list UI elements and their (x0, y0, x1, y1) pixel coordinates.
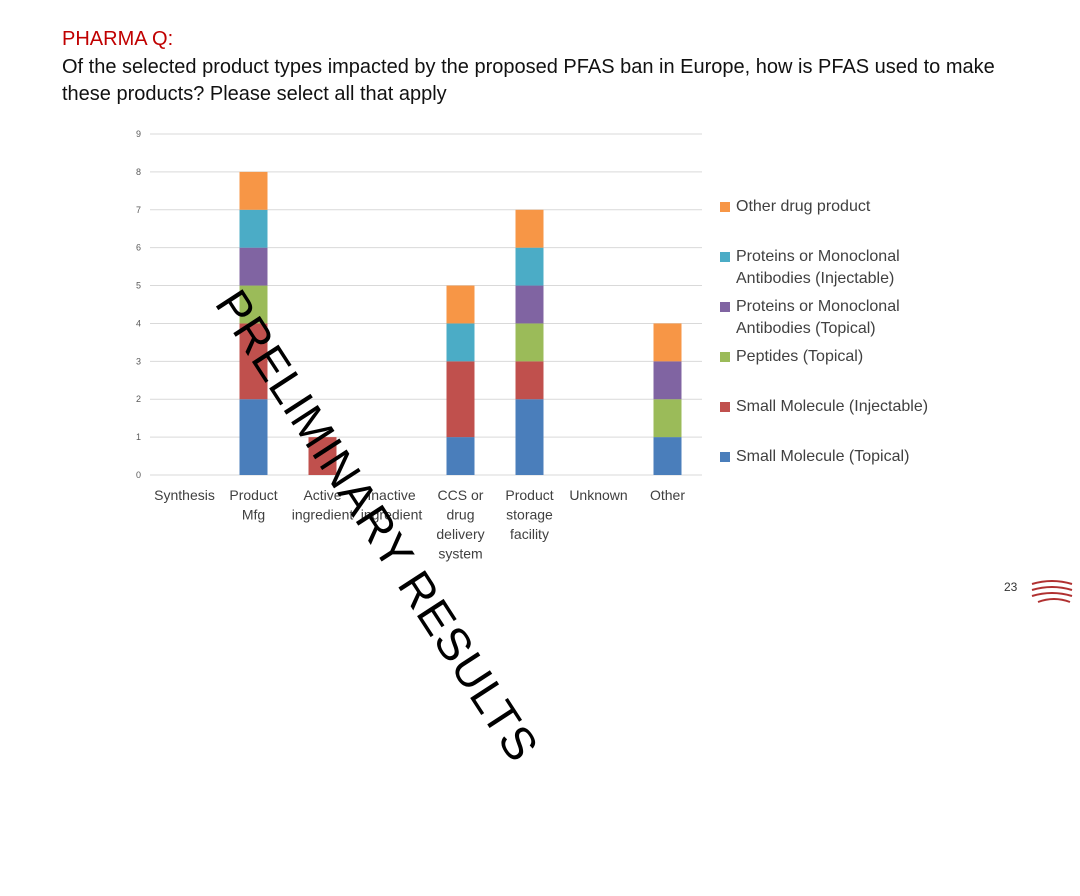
bar-segment (653, 361, 682, 400)
bar-segment (653, 437, 682, 475)
company-logo-icon (1031, 580, 1073, 603)
bar-segment (653, 323, 682, 362)
bar-segment (515, 209, 544, 248)
legend-swatch (720, 402, 730, 412)
y-tick-label: 2 (136, 394, 141, 404)
x-tick-label: Product storage facility (505, 487, 553, 542)
y-tick-label: 0 (136, 470, 141, 480)
survey-question: Of the selected product types impacted b… (62, 56, 995, 105)
bar-segment (515, 361, 544, 400)
legend-label: Small Molecule (Injectable) (736, 398, 929, 415)
legend-label: Proteins or Monoclonal Antibodies (Topica… (736, 298, 900, 337)
legend-label: Peptides (Topical) (736, 348, 864, 365)
bar-segment (515, 399, 544, 475)
x-tick-label: Inactive ingredient (361, 487, 423, 523)
y-tick-label: 5 (136, 281, 141, 291)
y-tick-label: 3 (136, 356, 141, 366)
bar-segment (446, 323, 475, 362)
x-tick-label: Active ingredient (292, 487, 354, 523)
bar-segment (446, 361, 475, 438)
bar-segment (239, 399, 268, 475)
y-tick-label: 7 (136, 205, 141, 215)
x-tick-label: Product Mfg (229, 487, 277, 523)
bar-segment (308, 437, 337, 475)
legend-swatch (720, 202, 730, 212)
x-tick-label: Synthesis (154, 487, 215, 503)
bar-segment (515, 323, 544, 362)
y-tick-label: 6 (136, 243, 141, 253)
bar-segment (239, 285, 268, 324)
bar-segment (515, 247, 544, 286)
bar-segment (239, 247, 268, 286)
y-tick-label: 9 (136, 129, 141, 139)
bar-segment (239, 171, 268, 210)
legend-swatch (720, 452, 730, 462)
x-tick-label: Unknown (569, 487, 627, 503)
legend-label: Proteins or Monoclonal Antibodies (Inject… (736, 248, 900, 287)
bar-segment (446, 437, 475, 475)
y-tick-label: 4 (136, 318, 141, 328)
legend-swatch (720, 352, 730, 362)
y-tick-label: 8 (136, 167, 141, 177)
x-tick-label: Other (650, 487, 685, 503)
y-tick-label: 1 (136, 432, 141, 442)
legend-label: Small Molecule (Topical) (736, 448, 910, 465)
legend-label: Other drug product (736, 198, 871, 215)
bar-segment (653, 399, 682, 438)
page-number: 23 (1004, 580, 1018, 594)
stacked-bar-chart: 0 1 2 3 4 5 6 7 8 9 Synthesis Product Mfg Active ingre… (136, 129, 702, 562)
bar-segment (239, 323, 268, 400)
bar-segment (239, 209, 268, 248)
slide-kicker: PHARMA Q: (62, 28, 174, 50)
bar-segment (515, 285, 544, 324)
legend-swatch (720, 252, 730, 262)
bar-segment (446, 285, 475, 324)
x-tick-label: CCS or drug delivery system (436, 487, 484, 562)
legend-swatch (720, 302, 730, 312)
